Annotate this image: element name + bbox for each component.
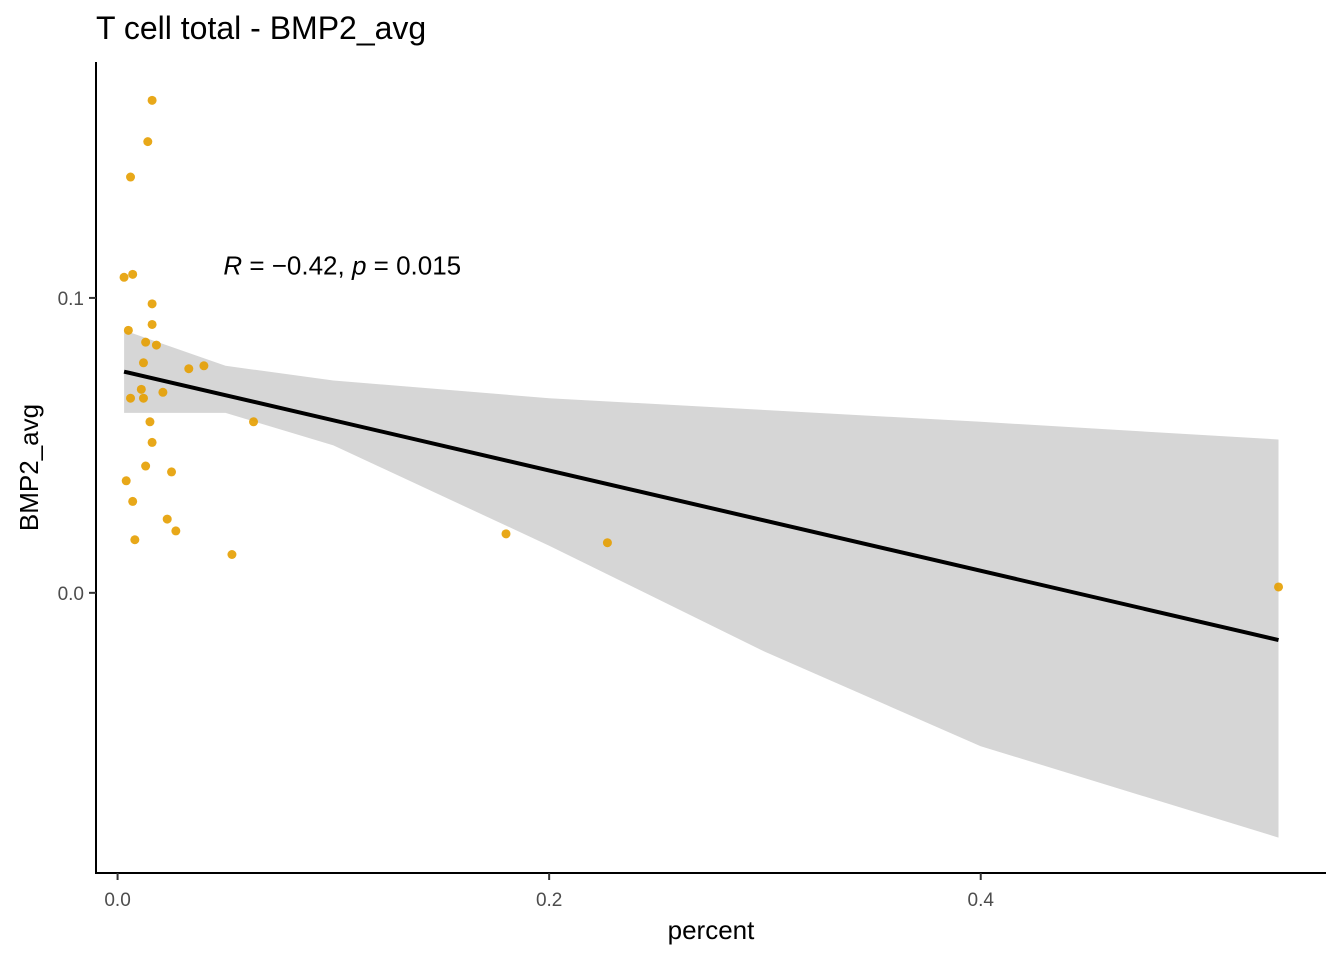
x-tick-label: 0.2 (536, 890, 562, 911)
data-point (184, 364, 194, 374)
data-point (123, 325, 133, 335)
data-point (602, 538, 612, 548)
data-point (147, 319, 157, 329)
data-point (141, 337, 151, 347)
correlation-annotation: R = −0.42, p = 0.015 (223, 250, 461, 280)
annotation-p-symbol: p (351, 250, 366, 280)
axis-ticks: 0.0 0.2 0.4 0.0 0.1 (58, 289, 995, 911)
data-point (119, 272, 129, 282)
data-point (158, 387, 168, 397)
data-point (147, 95, 157, 105)
annotation-p-value: = 0.015 (366, 250, 461, 280)
data-point (147, 437, 157, 447)
regression-line (123, 369, 1279, 642)
data-point (141, 461, 151, 471)
chart-title: T cell total - BMP2_avg (96, 10, 427, 46)
x-axis-title: percent (668, 915, 755, 945)
data-point (1274, 582, 1284, 592)
data-point (145, 417, 155, 427)
annotation-r-symbol: R (223, 250, 242, 280)
data-point (121, 476, 131, 486)
x-tick-label: 0.0 (104, 890, 130, 911)
y-axis-title: BMP2_avg (14, 404, 44, 531)
data-point (227, 549, 237, 559)
data-point (151, 340, 161, 350)
data-point (136, 384, 146, 394)
data-point (138, 393, 148, 403)
regression-line-layer (123, 369, 1279, 642)
data-point (162, 514, 172, 524)
annotation-r-value: = −0.42, (242, 250, 352, 280)
x-tick-label: 0.4 (968, 890, 995, 911)
data-point (167, 467, 177, 477)
data-point (171, 526, 181, 536)
data-point (147, 299, 157, 309)
data-points-layer (119, 95, 1284, 592)
data-point (143, 137, 153, 147)
data-point (126, 172, 136, 182)
data-point (249, 417, 259, 427)
data-point (126, 393, 136, 403)
data-point (501, 529, 511, 539)
data-point (128, 269, 138, 279)
data-point (130, 535, 140, 545)
y-tick-label: 0.0 (58, 584, 84, 605)
data-point (128, 496, 138, 506)
confidence-band-layer (124, 330, 1279, 838)
data-point (199, 361, 209, 371)
data-point (138, 358, 148, 368)
confidence-band (124, 330, 1279, 838)
y-tick-label: 0.1 (58, 289, 84, 310)
axes (95, 62, 1326, 874)
